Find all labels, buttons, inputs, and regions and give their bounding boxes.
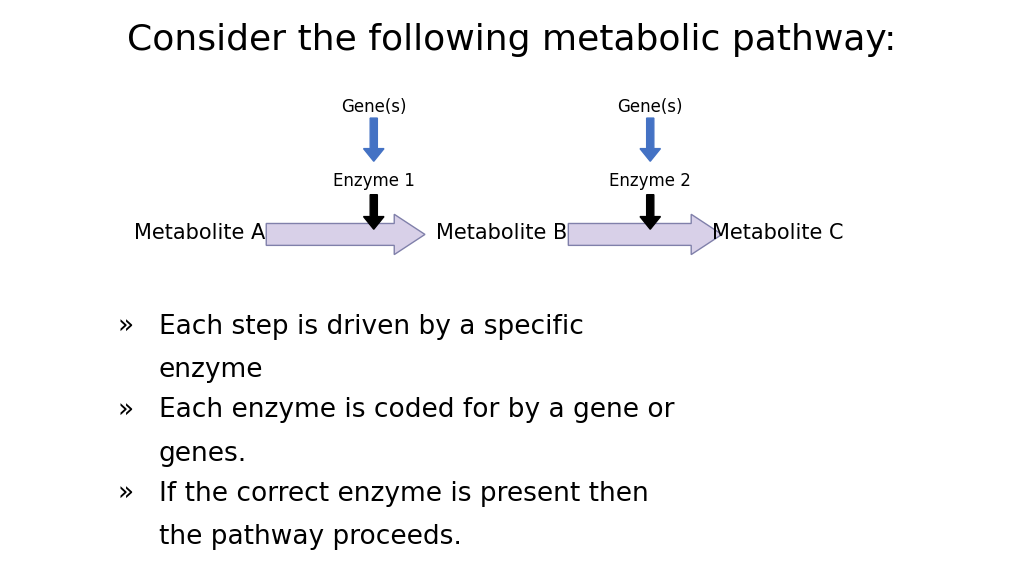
Text: Metabolite C: Metabolite C <box>713 223 844 243</box>
Text: Each enzyme is coded for by a gene or: Each enzyme is coded for by a gene or <box>159 397 674 423</box>
Text: Enzyme 1: Enzyme 1 <box>333 172 415 191</box>
FancyArrow shape <box>364 195 384 229</box>
FancyArrow shape <box>266 214 425 255</box>
Text: Gene(s): Gene(s) <box>617 97 683 116</box>
Text: Each step is driven by a specific: Each step is driven by a specific <box>159 314 584 340</box>
Text: Gene(s): Gene(s) <box>341 97 407 116</box>
Text: »: » <box>118 314 134 340</box>
FancyArrow shape <box>568 214 722 255</box>
Text: Metabolite A: Metabolite A <box>134 223 265 243</box>
Text: Consider the following metabolic pathway:: Consider the following metabolic pathway… <box>127 23 897 57</box>
Text: Metabolite B: Metabolite B <box>436 223 567 243</box>
FancyArrow shape <box>640 195 660 229</box>
FancyArrow shape <box>640 118 660 161</box>
Text: »: » <box>118 397 134 423</box>
Text: Enzyme 2: Enzyme 2 <box>609 172 691 191</box>
Text: If the correct enzyme is present then: If the correct enzyme is present then <box>159 481 648 507</box>
Text: genes.: genes. <box>159 441 247 467</box>
Text: »: » <box>118 481 134 507</box>
FancyArrow shape <box>364 118 384 161</box>
Text: the pathway proceeds.: the pathway proceeds. <box>159 524 462 550</box>
Text: enzyme: enzyme <box>159 357 263 383</box>
